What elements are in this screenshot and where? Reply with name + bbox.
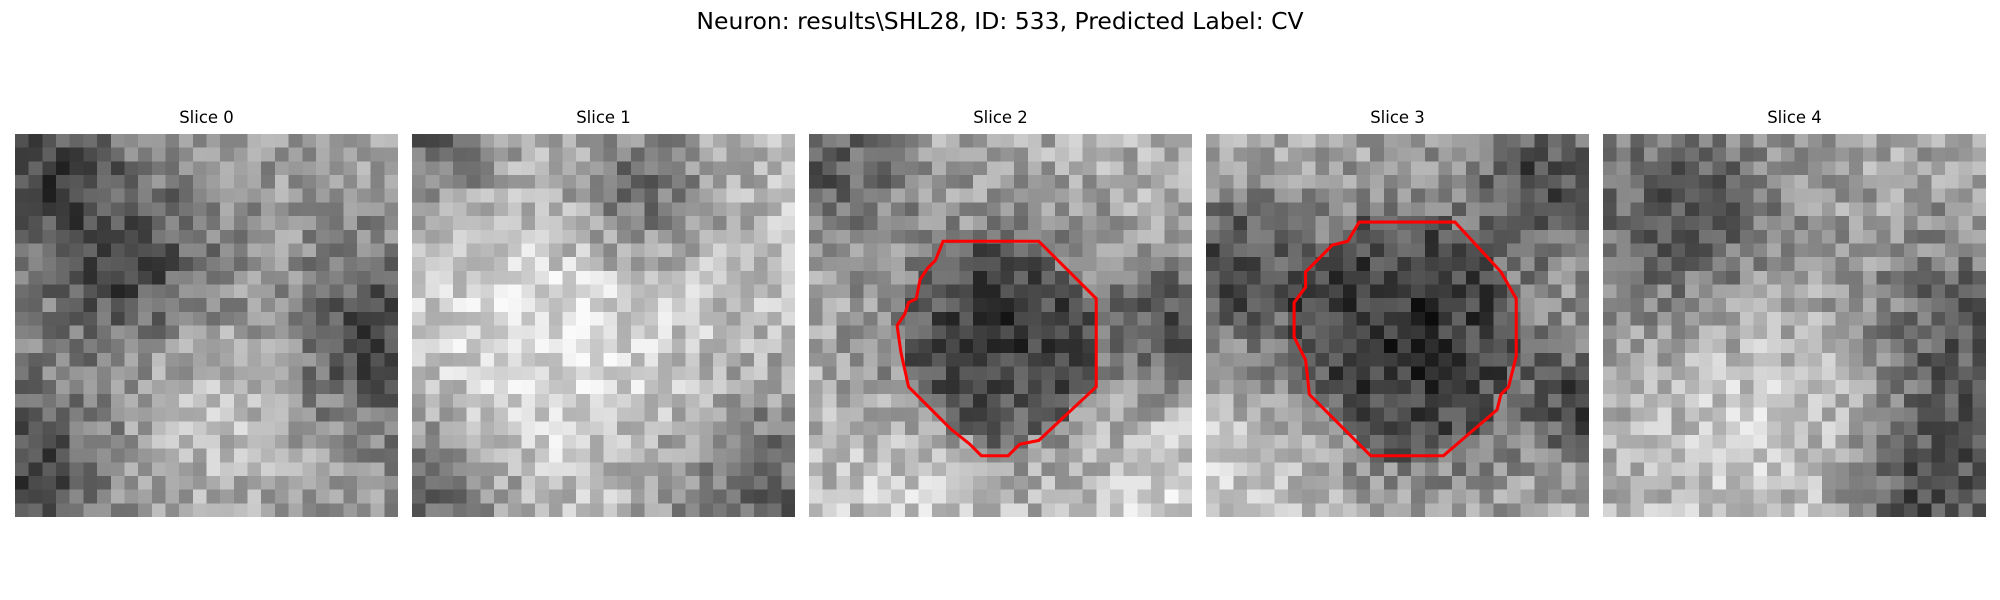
slice-pixels <box>1603 134 1986 517</box>
slice-title: Slice 3 <box>1370 108 1425 127</box>
slice-title: Slice 4 <box>1767 108 1822 127</box>
slice-pixels <box>1206 134 1589 517</box>
figure-title: Neuron: results\SHL28, ID: 533, Predicte… <box>696 7 1304 35</box>
slice-image <box>809 134 1192 517</box>
slice-image <box>1603 134 1986 517</box>
contour-overlay <box>1292 220 1518 458</box>
slice-title: Slice 2 <box>973 108 1028 127</box>
contour-overlay <box>15 134 398 517</box>
slice-pixels <box>15 134 398 517</box>
slice-title: Slice 0 <box>179 108 234 127</box>
slice-pixels <box>809 134 1192 517</box>
slice-title: Slice 1 <box>576 108 631 127</box>
slice-pixels <box>412 134 795 517</box>
slice-image <box>412 134 795 517</box>
cell-contour <box>1292 220 1518 458</box>
contour-overlay <box>1603 134 1986 517</box>
slice-image <box>1206 134 1589 517</box>
contour-overlay <box>412 134 795 517</box>
slice-image <box>15 134 398 517</box>
contour-overlay <box>895 239 1098 458</box>
cell-contour <box>895 239 1098 458</box>
